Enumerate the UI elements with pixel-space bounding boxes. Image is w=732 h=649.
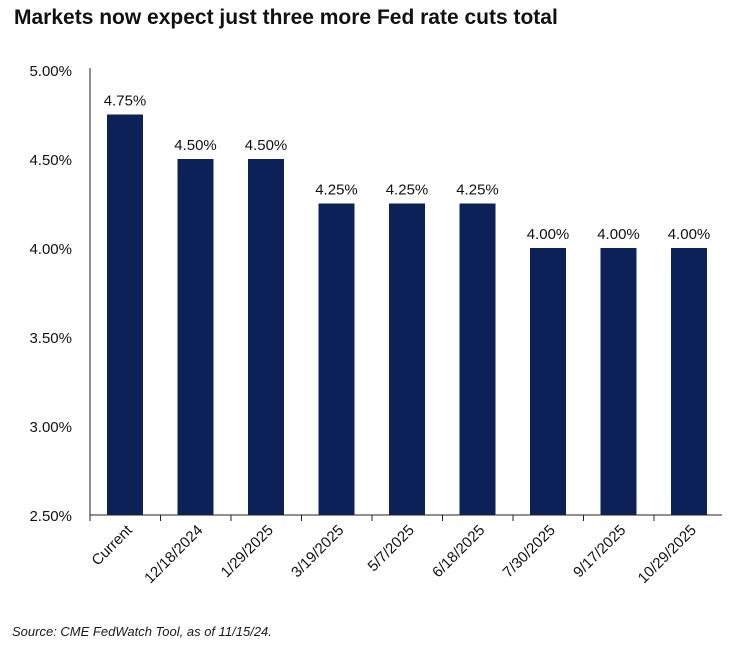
x-tick-label: 3/19/2025 xyxy=(288,522,347,581)
x-tick-label: 5/7/2025 xyxy=(365,522,418,575)
y-tick-label: 3.00% xyxy=(29,419,72,436)
source-note: Source: CME FedWatch Tool, as of 11/15/2… xyxy=(12,624,272,639)
bar xyxy=(389,203,425,515)
bar xyxy=(177,159,214,515)
bar xyxy=(671,248,707,515)
x-tick-label: 1/29/2025 xyxy=(218,522,277,581)
bar xyxy=(248,159,284,515)
data-label: 4.25% xyxy=(315,182,358,199)
data-label: 4.75% xyxy=(104,93,147,110)
data-label: 4.00% xyxy=(527,226,570,243)
y-tick-label: 5.00% xyxy=(29,63,72,80)
bar xyxy=(530,248,566,515)
data-label: 4.00% xyxy=(668,226,711,243)
x-tick-label: 6/18/2025 xyxy=(429,522,488,581)
x-tick-label: 12/18/2024 xyxy=(141,522,206,587)
x-tick-label: 10/29/2025 xyxy=(635,522,700,587)
data-label: 4.25% xyxy=(386,182,429,199)
bar xyxy=(459,203,496,515)
y-tick-label: 3.50% xyxy=(29,330,72,347)
bar xyxy=(318,203,355,515)
bar xyxy=(107,114,143,515)
data-label: 4.25% xyxy=(456,182,499,199)
x-tick-label: 7/30/2025 xyxy=(500,522,559,581)
x-tick-label: 9/17/2025 xyxy=(570,522,629,581)
bar xyxy=(600,248,637,515)
data-label: 4.00% xyxy=(597,226,640,243)
x-tick-label: Current xyxy=(88,521,136,569)
y-tick-label: 2.50% xyxy=(29,508,72,525)
y-tick-label: 4.00% xyxy=(29,241,72,258)
y-tick-label: 4.50% xyxy=(29,152,72,169)
data-label: 4.50% xyxy=(245,137,288,154)
chart-title: Markets now expect just three more Fed r… xyxy=(14,6,558,29)
data-label: 4.50% xyxy=(174,137,217,154)
